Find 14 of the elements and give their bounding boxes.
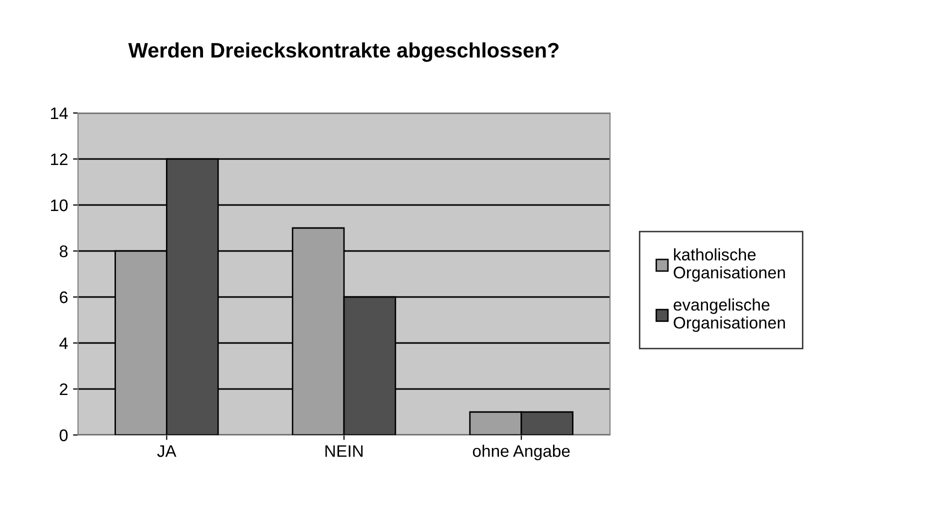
y-tick-label: 2	[60, 383, 68, 396]
chart-title: Werden Dreieckskontrakte abgeschlossen?	[128, 42, 559, 62]
y-tick-label: 10	[51, 199, 68, 212]
x-tick-label: JA	[157, 445, 176, 457]
y-tick-label: 4	[59, 338, 68, 350]
y-tick-label: 6	[60, 291, 68, 304]
x-tick-label: ohne Angabe	[472, 444, 570, 460]
legend-label: evangelische Organisationen	[674, 298, 785, 332]
x-tick-label: NEIN	[325, 445, 363, 457]
y-tick-label: 8	[60, 245, 68, 258]
y-tick-label: 0	[60, 429, 68, 442]
y-tick-label: 12	[51, 153, 68, 166]
y-tick-label: 14	[51, 108, 68, 120]
legend-label: katholische Organisationen	[674, 248, 785, 282]
